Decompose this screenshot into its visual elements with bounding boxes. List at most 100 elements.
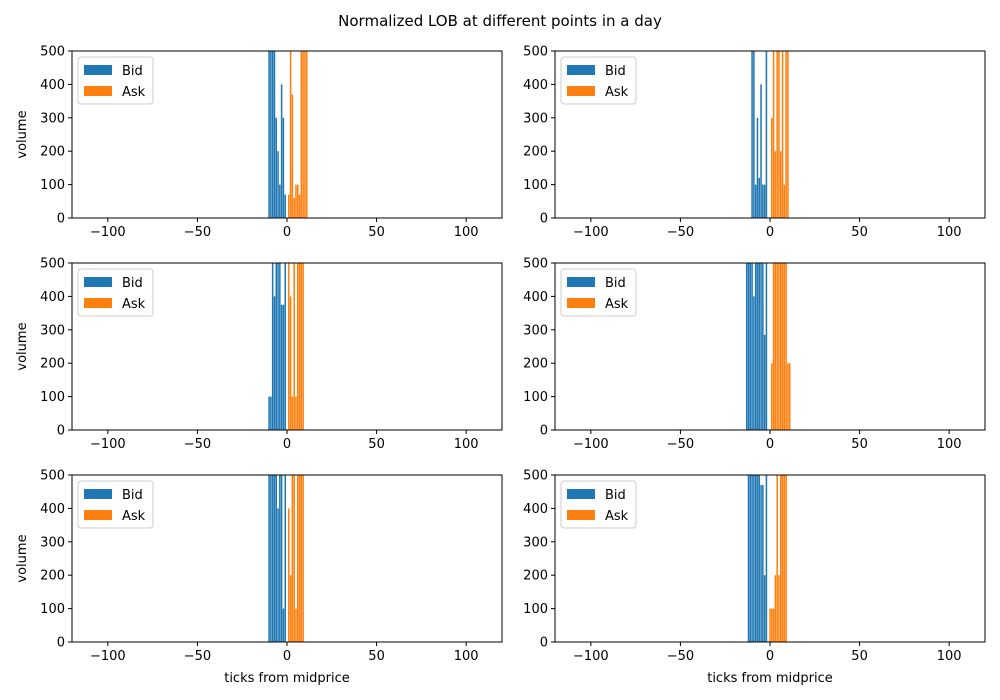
y-tick-label: 200 — [523, 357, 548, 372]
series-ask — [288, 263, 304, 430]
ask-bar — [302, 263, 304, 430]
ask-bar — [771, 117, 773, 218]
ask-bar — [785, 475, 787, 642]
bid-bar — [758, 177, 761, 218]
ask-bar — [785, 263, 787, 430]
bid-bar — [270, 51, 272, 218]
ask-bar — [305, 51, 308, 218]
legend-label-bid: Bid — [605, 64, 626, 79]
y-axis-label: volume — [15, 534, 30, 582]
bid-bar — [763, 575, 766, 642]
bid-bar — [760, 485, 762, 642]
x-tick-label: 100 — [937, 437, 962, 452]
ask-bar — [296, 475, 299, 642]
bid-bar — [268, 475, 270, 642]
y-tick-label: 200 — [523, 145, 548, 160]
x-tick-label: 0 — [283, 225, 291, 240]
bid-bar — [280, 475, 283, 642]
bid-bar — [284, 475, 286, 642]
x-tick-label: 0 — [766, 649, 774, 664]
bid-bar — [754, 475, 757, 642]
x-tick-label: −50 — [184, 437, 211, 452]
series-ask — [771, 51, 789, 218]
bid-bar — [284, 194, 286, 218]
bid-bar — [273, 475, 276, 642]
y-tick-label: 300 — [523, 535, 548, 550]
bid-bar — [280, 84, 283, 219]
legend-swatch-bid — [84, 489, 112, 499]
bid-bar — [751, 263, 753, 430]
x-tick-label: 100 — [937, 225, 962, 240]
bid-bar — [268, 51, 270, 218]
ask-bar — [300, 263, 303, 430]
ask-bar — [300, 475, 303, 642]
bid-bar — [275, 475, 278, 642]
subplot-6: −100 −50 0 50 100 0 100 200 300 400 500 ticks from … — [523, 469, 986, 686]
ask-bar — [288, 263, 290, 430]
bid-bar — [271, 263, 274, 430]
y-tick-label: 0 — [540, 636, 548, 651]
series-ask — [769, 475, 787, 642]
y-tick-label: 400 — [523, 502, 548, 517]
y-tick-label: 300 — [40, 535, 65, 550]
x-tick-label: 0 — [766, 225, 774, 240]
bid-bar — [273, 51, 276, 218]
x-tick-label: −100 — [573, 437, 609, 452]
subplot-5: −100 −50 0 50 100 0 100 200 300 400 500 volume ticks… — [15, 469, 503, 686]
bid-bar — [756, 475, 759, 642]
bid-bar — [282, 608, 285, 642]
x-tick-label: 0 — [283, 649, 291, 664]
subplot-grid: −100 −50 0 50 1000100200300400500volumeBidAs… — [15, 45, 986, 686]
legend-swatch-ask — [567, 298, 595, 308]
ask-bar — [776, 263, 778, 430]
ask-bar — [779, 475, 782, 642]
bid-bar — [758, 263, 761, 430]
ask-bar — [776, 51, 778, 218]
legend: Bid Ask — [77, 268, 154, 317]
ask-bar — [781, 475, 784, 642]
ask-bar — [289, 296, 292, 430]
ask-bar — [300, 51, 303, 218]
bid-bar — [753, 296, 755, 430]
ask-bar — [769, 608, 771, 642]
plot-area — [751, 51, 789, 219]
subplot-4: −100 −50 0 50 100 0 100 200 300 400 500 Bid Ask — [523, 257, 986, 452]
bid-bar — [765, 475, 768, 642]
legend-swatch-ask — [84, 510, 112, 520]
subplot-2: −100 −50 0 50 100 0 100 200 300 400 500 Bid Ask — [523, 45, 986, 240]
x-tick-label: 50 — [368, 649, 385, 664]
y-tick-label: 400 — [40, 78, 65, 93]
x-tick-label: −100 — [90, 437, 126, 452]
y-tick-label: 0 — [57, 636, 65, 651]
y-tick-label: 500 — [40, 45, 65, 60]
bid-bar — [763, 184, 766, 218]
bid-bar — [756, 117, 759, 218]
bid-bar — [277, 151, 279, 218]
bid-bar — [284, 263, 286, 430]
x-tick-label: −100 — [90, 225, 126, 240]
bid-bar — [765, 263, 768, 430]
legend-label-ask: Ask — [605, 297, 629, 312]
bid-bar — [747, 475, 750, 642]
ask-bar — [772, 263, 775, 430]
legend-swatch-bid — [84, 65, 112, 75]
bid-bar — [273, 296, 276, 430]
ask-bar — [787, 51, 789, 218]
x-tick-label: 100 — [937, 649, 962, 664]
y-tick-label: 400 — [523, 78, 548, 93]
ask-bar — [296, 184, 299, 218]
bid-bar — [270, 396, 272, 430]
bid-bar — [760, 263, 762, 430]
legend-label-ask: Ask — [605, 509, 629, 524]
ask-bar — [291, 396, 294, 430]
ask-bar — [779, 151, 782, 218]
ask-bar — [293, 263, 295, 430]
legend-label-ask: Ask — [122, 297, 146, 312]
bid-bar — [763, 334, 766, 430]
ask-bar — [778, 51, 780, 218]
x-axis-label: ticks from midprice — [224, 671, 350, 686]
legend: Bid Ask — [560, 480, 637, 529]
ask-bar — [778, 263, 780, 430]
bid-bar — [282, 304, 285, 430]
x-tick-label: −50 — [184, 649, 211, 664]
